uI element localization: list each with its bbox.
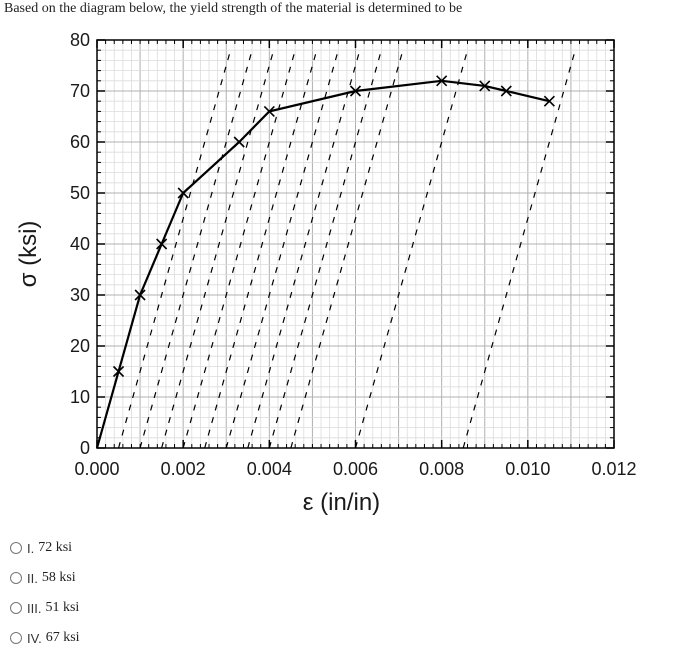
data-point-marker [500, 85, 512, 97]
question-text: Based on the diagram below, the yield st… [4, 1, 463, 16]
data-point-marker [436, 75, 448, 87]
offset-lines [117, 50, 576, 449]
data-point-marker [263, 105, 275, 117]
offset-dashed-line [268, 50, 382, 449]
y-tick-label: 30 [70, 285, 90, 305]
data-point-marker [134, 289, 146, 301]
y-tick-label: 60 [70, 132, 90, 152]
axis-ticks: 0.000 0.002 0.004 0.006 0.008 0.010 0.012 0 10 20… [70, 30, 637, 479]
data-point-marker [543, 95, 555, 107]
radio-button[interactable] [10, 632, 22, 644]
x-tick-label: 0.006 [333, 459, 378, 479]
radio-button[interactable] [10, 542, 22, 554]
option-value: 72 ksi [38, 540, 73, 555]
offset-dashed-line [117, 50, 232, 449]
y-tick-label: 0 [80, 438, 90, 458]
y-tick-label: 10 [70, 387, 90, 407]
offset-dashed-line [354, 50, 469, 449]
offset-dashed-line [247, 50, 361, 449]
option-label: IV. [27, 630, 42, 646]
x-tick-label: 0.010 [505, 459, 550, 479]
offset-dashed-line [462, 50, 576, 449]
x-tick-label: 0.000 [74, 459, 119, 479]
stress-strain-curve [95, 75, 555, 449]
y-tick-label: 80 [70, 30, 90, 50]
offset-dashed-line [161, 50, 275, 449]
data-point-marker [349, 85, 362, 97]
data-point-marker [479, 80, 491, 92]
y-tick-label: 40 [70, 234, 90, 254]
option-4[interactable]: IV. 67 ksi [10, 623, 80, 653]
offset-dashed-line [139, 50, 253, 449]
offset-dashed-line [225, 50, 339, 449]
x-tick-label: 0.004 [247, 459, 292, 479]
series-line [95, 79, 550, 449]
answer-options: I. 72 ksi II. 58 ksi III. 51 ksi IV. 67 … [10, 533, 80, 653]
option-value: 58 ksi [41, 570, 76, 585]
option-value: 51 ksi [45, 600, 80, 615]
stress-strain-chart: 0.000 0.002 0.004 0.006 0.008 0.010 0.012 0 10 20… [15, 30, 637, 516]
option-3[interactable]: III. 51 ksi [10, 593, 80, 623]
option-value: 67 ksi [45, 630, 80, 645]
option-label: III. [27, 600, 42, 616]
radio-button[interactable] [10, 572, 22, 584]
option-label: II. [27, 570, 38, 586]
offset-dashed-line [290, 50, 404, 449]
y-tick-label: 20 [70, 336, 90, 356]
y-tick-label: 50 [70, 183, 90, 203]
x-tick-label: 0.012 [591, 459, 636, 479]
x-tick-label: 0.008 [419, 459, 464, 479]
option-2[interactable]: II. 58 ksi [10, 563, 80, 593]
option-1[interactable]: I. 72 ksi [10, 533, 80, 563]
radio-button[interactable] [10, 602, 22, 614]
x-axis-title: ε (in/in) [303, 489, 380, 516]
y-tick-label: 70 [70, 81, 90, 101]
option-label: I. [27, 540, 35, 556]
data-point-marker [156, 238, 168, 250]
chart-grid [96, 39, 615, 449]
offset-dashed-line [204, 50, 318, 449]
y-axis-title: σ (ksi) [15, 221, 42, 288]
data-point-marker [177, 187, 189, 199]
offset-dashed-line [182, 50, 296, 449]
x-tick-label: 0.002 [161, 459, 206, 479]
data-point-marker [233, 136, 245, 148]
data-point-marker [112, 365, 125, 378]
